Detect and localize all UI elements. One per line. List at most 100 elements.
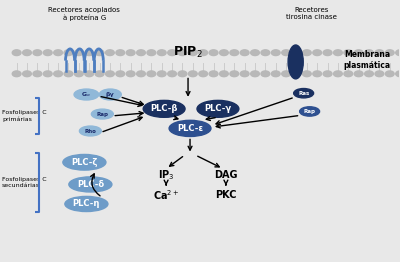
Text: Membrana
plasmática: Membrana plasmática: [344, 50, 391, 70]
Circle shape: [23, 71, 31, 77]
Circle shape: [126, 71, 135, 77]
Circle shape: [43, 50, 52, 56]
Text: Fosfolipases C
primárias: Fosfolipases C primárias: [2, 110, 46, 122]
Text: PLC-δ: PLC-δ: [77, 180, 104, 189]
Circle shape: [188, 50, 197, 56]
Circle shape: [282, 50, 290, 56]
Text: DAG: DAG: [214, 170, 238, 180]
Circle shape: [209, 71, 218, 77]
Text: PLC-γ: PLC-γ: [204, 104, 232, 113]
Ellipse shape: [300, 107, 320, 116]
Circle shape: [116, 50, 125, 56]
Circle shape: [199, 50, 208, 56]
Circle shape: [168, 71, 176, 77]
Circle shape: [261, 71, 270, 77]
Circle shape: [230, 50, 239, 56]
Text: PLC-ζ: PLC-ζ: [71, 158, 98, 167]
Ellipse shape: [197, 100, 239, 117]
Circle shape: [292, 50, 301, 56]
Circle shape: [178, 50, 187, 56]
Ellipse shape: [294, 89, 314, 98]
Text: Rap: Rap: [96, 112, 108, 117]
Circle shape: [12, 50, 21, 56]
Text: PLC-ε: PLC-ε: [177, 124, 203, 133]
Circle shape: [95, 50, 104, 56]
Ellipse shape: [80, 126, 101, 136]
Circle shape: [344, 50, 353, 56]
Circle shape: [33, 71, 42, 77]
Text: βγ: βγ: [106, 92, 115, 97]
Circle shape: [137, 71, 145, 77]
Circle shape: [313, 50, 322, 56]
Circle shape: [271, 71, 280, 77]
Circle shape: [396, 71, 400, 77]
Circle shape: [178, 71, 187, 77]
Circle shape: [334, 71, 342, 77]
Ellipse shape: [288, 45, 303, 79]
Circle shape: [64, 50, 73, 56]
Text: IP$_3$: IP$_3$: [158, 168, 174, 182]
Circle shape: [251, 50, 259, 56]
Text: G$_\alpha$: G$_\alpha$: [81, 90, 92, 99]
Circle shape: [95, 71, 104, 77]
Circle shape: [116, 71, 125, 77]
Circle shape: [188, 71, 197, 77]
Circle shape: [23, 50, 31, 56]
Circle shape: [64, 71, 73, 77]
Circle shape: [168, 50, 176, 56]
Circle shape: [344, 71, 353, 77]
Circle shape: [106, 71, 114, 77]
Circle shape: [313, 71, 322, 77]
Circle shape: [209, 50, 218, 56]
Circle shape: [12, 71, 21, 77]
Circle shape: [354, 71, 363, 77]
Circle shape: [74, 71, 83, 77]
Text: Ras: Ras: [298, 91, 309, 96]
Circle shape: [334, 50, 342, 56]
Ellipse shape: [69, 177, 112, 192]
Circle shape: [240, 50, 249, 56]
Circle shape: [396, 50, 400, 56]
Circle shape: [147, 71, 156, 77]
Text: PLC-η: PLC-η: [73, 199, 100, 209]
Circle shape: [157, 50, 166, 56]
Circle shape: [85, 71, 94, 77]
Circle shape: [261, 50, 270, 56]
Ellipse shape: [91, 109, 113, 119]
Circle shape: [33, 50, 42, 56]
Circle shape: [323, 50, 332, 56]
Circle shape: [220, 50, 228, 56]
Circle shape: [292, 71, 301, 77]
Circle shape: [365, 50, 373, 56]
Text: Recetores acoplados
à proteína G: Recetores acoplados à proteína G: [48, 7, 120, 21]
Circle shape: [323, 71, 332, 77]
Text: Recetores
tirosina cinase: Recetores tirosina cinase: [286, 7, 337, 20]
Circle shape: [271, 50, 280, 56]
Circle shape: [251, 71, 259, 77]
Circle shape: [106, 50, 114, 56]
Circle shape: [126, 50, 135, 56]
Circle shape: [157, 71, 166, 77]
Text: PKC: PKC: [215, 190, 237, 200]
Circle shape: [54, 50, 62, 56]
Circle shape: [199, 71, 208, 77]
Circle shape: [385, 71, 394, 77]
Ellipse shape: [143, 100, 185, 117]
Circle shape: [147, 50, 156, 56]
Circle shape: [375, 50, 384, 56]
Circle shape: [354, 50, 363, 56]
Circle shape: [220, 71, 228, 77]
Ellipse shape: [63, 155, 106, 170]
Ellipse shape: [99, 89, 121, 100]
Circle shape: [137, 50, 145, 56]
Text: PLC-β: PLC-β: [150, 104, 178, 113]
Circle shape: [282, 71, 290, 77]
Text: Fosfolipases C
secundárias: Fosfolipases C secundárias: [2, 177, 46, 188]
Circle shape: [54, 71, 62, 77]
Circle shape: [230, 71, 239, 77]
Text: Rap: Rap: [304, 109, 316, 114]
Ellipse shape: [169, 120, 211, 137]
Circle shape: [302, 50, 311, 56]
Circle shape: [85, 50, 94, 56]
Circle shape: [240, 71, 249, 77]
